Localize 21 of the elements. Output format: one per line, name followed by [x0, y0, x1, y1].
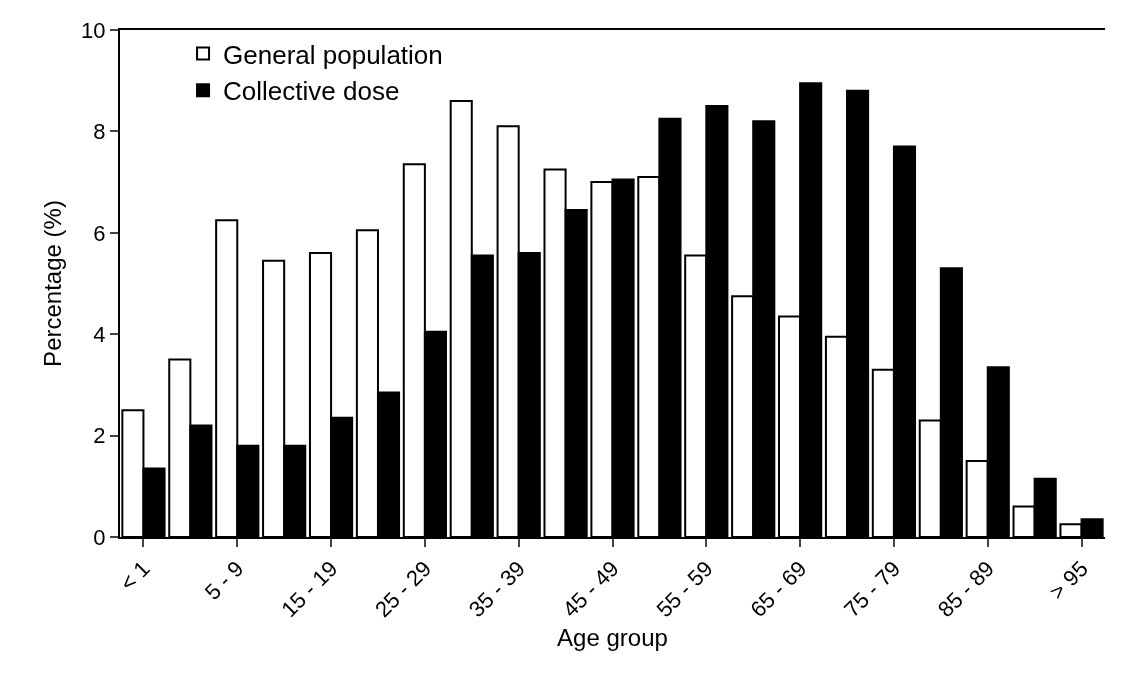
x-tick-label: 65 - 69	[745, 556, 812, 623]
y-axis-title: Percentage (%)	[39, 200, 66, 367]
legend-label: General population	[223, 39, 443, 70]
x-tick-label: 25 - 29	[370, 556, 437, 623]
x-tick-label: 55 - 59	[651, 556, 718, 623]
x-tick-label: 45 - 49	[557, 556, 624, 623]
x-tick-label: < 1	[115, 556, 155, 596]
y-tick-label: 6	[93, 220, 106, 246]
x-tick-label: 85 - 89	[932, 556, 1000, 623]
x-tick-label: 35 - 39	[463, 556, 530, 623]
x-tick-label: > 95	[1044, 556, 1093, 605]
y-tick-label: 2	[93, 423, 106, 449]
y-tick-label: 8	[93, 119, 106, 145]
x-axis-title: Age group	[557, 624, 668, 652]
legend-label: Collective dose	[223, 76, 400, 107]
x-tick-label: 5 - 9	[199, 556, 249, 605]
y-tick-label: 0	[93, 524, 106, 550]
y-tick-label: 4	[93, 321, 106, 347]
x-tick-label: 75 - 79	[839, 556, 906, 623]
x-tick-label: 15 - 19	[276, 556, 343, 623]
y-tick-label: 10	[81, 17, 106, 43]
